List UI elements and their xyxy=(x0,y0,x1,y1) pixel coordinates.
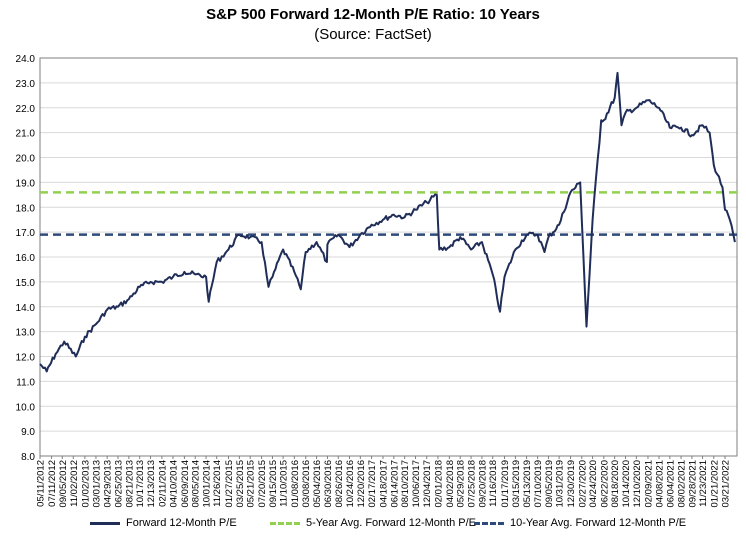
x-tick-label: 02/01/2018 xyxy=(433,460,444,508)
x-tick-label: 09/28/2021 xyxy=(687,460,698,508)
x-tick-label: 08/26/2016 xyxy=(334,460,345,508)
x-tick-label: 03/15/2019 xyxy=(511,460,522,508)
legend-label-forward-pe: Forward 12-Month P/E xyxy=(126,517,237,529)
plot-border xyxy=(39,57,738,457)
x-tick-label: 07/10/2019 xyxy=(533,460,544,508)
x-tick-label: 12/30/2019 xyxy=(566,460,577,508)
x-tick-label: 06/25/2013 xyxy=(113,460,124,508)
x-tick-label: 10/24/2016 xyxy=(345,460,356,508)
legend-item-10yr-avg: 10-Year Avg. Forward 12-Month P/E xyxy=(474,517,686,529)
x-tick-label: 05/21/2015 xyxy=(246,460,257,508)
x-tick-label: 12/10/2020 xyxy=(632,460,643,508)
x-tick-label: 04/24/2020 xyxy=(588,460,599,508)
y-tick-label: 17.0 xyxy=(16,228,36,239)
x-tick-label: 10/17/2013 xyxy=(135,460,146,508)
x-tick-label: 04/18/2017 xyxy=(378,460,389,508)
x-tick-label: 08/21/2013 xyxy=(124,460,135,508)
x-tick-label: 01/21/2022 xyxy=(709,460,720,508)
x-tick-label: 10/31/2019 xyxy=(555,460,566,508)
x-tick-label: 10/14/2020 xyxy=(621,460,632,508)
x-tick-label: 04/08/2021 xyxy=(654,460,665,508)
y-tick-label: 24.0 xyxy=(16,54,36,65)
y-tick-label: 19.0 xyxy=(16,178,36,189)
x-tick-label: 06/30/2016 xyxy=(323,460,334,508)
series-line-forward-pe xyxy=(39,71,736,373)
x-tick-label: 12/20/2016 xyxy=(356,460,367,508)
legend-item-5yr-avg: 5-Year Avg. Forward 12-Month P/E xyxy=(270,517,476,529)
x-tick-label: 04/02/2018 xyxy=(445,460,456,508)
x-tick-label: 11/02/2012 xyxy=(69,460,80,507)
y-tick-label: 11.0 xyxy=(16,377,35,388)
x-tick-label: 11/16/2018 xyxy=(488,460,499,507)
y-tick-label: 9.0 xyxy=(21,427,35,438)
legend-swatch-5yr-avg xyxy=(270,521,300,525)
chart-title: S&P 500 Forward 12-Month P/E Ratio: 10 Y… xyxy=(206,6,540,23)
x-tick-label: 06/14/2017 xyxy=(389,460,400,508)
legend-label-5yr-avg: 5-Year Avg. Forward 12-Month P/E xyxy=(306,517,476,529)
x-tick-label: 10/06/2017 xyxy=(411,460,422,508)
x-tick-label: 08/10/2017 xyxy=(400,460,411,508)
y-tick-label: 10.0 xyxy=(16,402,36,413)
x-tick-label: 02/27/2020 xyxy=(577,460,588,508)
x-tick-label: 06/09/2014 xyxy=(180,460,191,508)
x-tick-label: 10/01/2014 xyxy=(202,460,213,508)
x-tick-label: 02/09/2021 xyxy=(643,460,654,508)
y-tick-label: 18.0 xyxy=(16,203,36,214)
x-tick-label: 04/10/2014 xyxy=(168,460,179,508)
chart-legend: Forward 12-Month P/E 5-Year Avg. Forward… xyxy=(0,513,746,537)
x-tick-label: 02/17/2017 xyxy=(367,460,378,508)
x-tick-label: 12/04/2017 xyxy=(422,460,433,508)
chart-subtitle: (Source: FactSet) xyxy=(314,26,432,43)
x-tick-label: 06/22/2020 xyxy=(599,460,610,508)
legend-swatch-10yr-avg xyxy=(474,521,504,525)
x-tick-label: 01/27/2015 xyxy=(224,460,235,508)
x-tick-label: 05/13/2019 xyxy=(522,460,533,508)
x-tick-label: 11/10/2015 xyxy=(279,460,290,507)
x-tick-label: 08/05/2014 xyxy=(191,460,202,508)
x-tick-label: 05/04/2016 xyxy=(312,460,323,508)
y-tick-label: 13.0 xyxy=(16,328,36,339)
legend-swatch-forward-pe xyxy=(90,521,120,525)
y-tick-label: 15.0 xyxy=(16,278,36,289)
x-tick-label: 09/05/2019 xyxy=(544,460,555,508)
y-tick-label: 20.0 xyxy=(16,154,36,165)
x-tick-label: 03/01/2013 xyxy=(91,460,102,508)
x-tick-label: 05/29/2018 xyxy=(456,460,467,508)
x-tick-label: 01/17/2019 xyxy=(500,460,511,508)
x-tick-label: 02/11/2014 xyxy=(157,460,168,507)
x-tick-label: 06/04/2021 xyxy=(665,460,676,508)
x-tick-label: 04/29/2013 xyxy=(103,460,114,508)
y-tick-label: 23.0 xyxy=(16,79,36,90)
x-tick-label: 01/08/2016 xyxy=(290,460,301,508)
x-tick-label: 01/02/2013 xyxy=(80,460,91,508)
y-tick-label: 8.0 xyxy=(21,452,35,463)
legend-item-forward-pe: Forward 12-Month P/E xyxy=(90,517,237,529)
y-tick-label: 12.0 xyxy=(16,353,36,364)
x-tick-label: 08/02/2021 xyxy=(677,460,688,508)
x-tick-label: 07/11/2012 xyxy=(47,460,58,507)
x-tick-label: 12/13/2013 xyxy=(146,460,157,508)
x-tick-label: 07/25/2018 xyxy=(467,460,478,508)
y-tick-label: 22.0 xyxy=(16,104,36,115)
x-tick-label: 03/21/2022 xyxy=(721,460,732,508)
x-tick-label: 03/25/2015 xyxy=(235,460,246,508)
y-tick-label: 14.0 xyxy=(16,303,36,314)
x-tick-label: 05/11/2012 xyxy=(36,460,47,507)
y-tick-label: 16.0 xyxy=(16,253,36,264)
x-tick-label: 11/26/2014 xyxy=(212,460,223,507)
y-tick-label: 21.0 xyxy=(16,129,36,140)
x-tick-label: 09/15/2015 xyxy=(268,460,279,508)
legend-label-10yr-avg: 10-Year Avg. Forward 12-Month P/E xyxy=(510,517,687,529)
x-tick-label: 09/20/2018 xyxy=(477,460,488,508)
x-tick-label: 07/20/2015 xyxy=(257,460,268,508)
x-tick-label: 09/05/2012 xyxy=(58,460,69,508)
x-tick-label: 03/08/2016 xyxy=(301,460,312,508)
x-tick-label: 08/18/2020 xyxy=(610,460,621,508)
x-tick-label: 11/23/2021 xyxy=(698,460,709,507)
